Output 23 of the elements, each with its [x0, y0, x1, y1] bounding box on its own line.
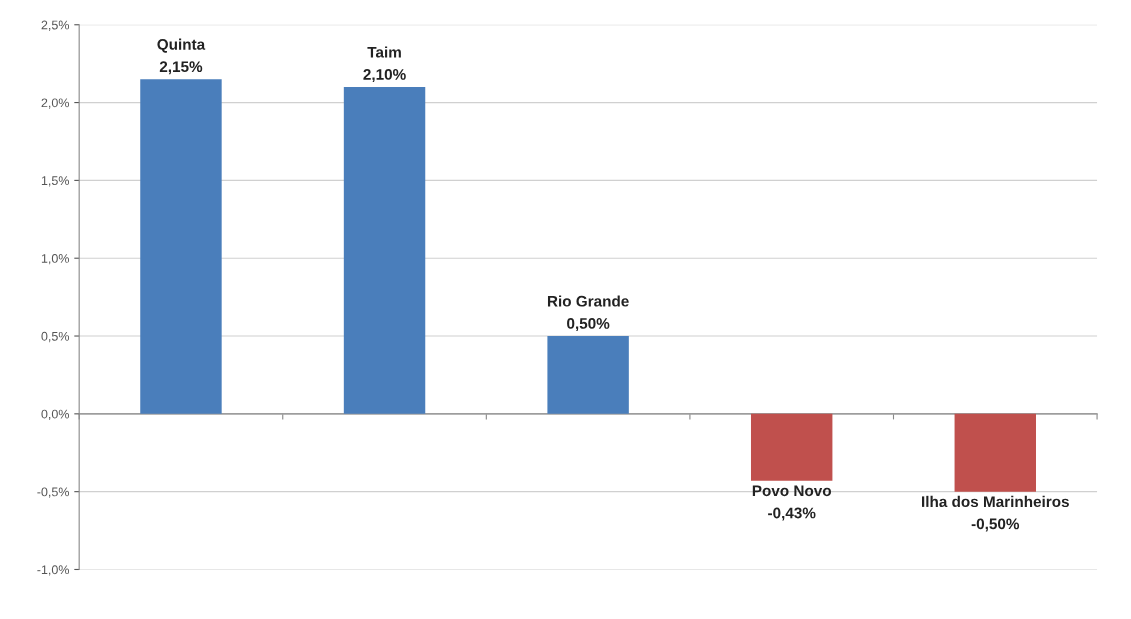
x-tick-label: Povo Novo [752, 485, 831, 497]
y-tick-label: -1,0% [37, 565, 69, 576]
x-tick-label: Rio Grande [547, 295, 629, 307]
bar [547, 336, 629, 414]
data-label: 2,10% [363, 69, 406, 83]
bar [343, 87, 426, 414]
y-tick-label: 1,0% [41, 254, 69, 265]
data-label: -0,50% [971, 518, 1020, 532]
y-tick-label: 0,5% [41, 331, 69, 343]
data-label: -0,43% [768, 507, 816, 521]
y-tick-label: 2,0% [41, 98, 69, 109]
data-label: 0,50% [567, 318, 610, 332]
bar [750, 413, 833, 481]
bar [140, 79, 222, 414]
x-tick-label: Taim [367, 46, 401, 58]
y-tick-label: 0,0% [41, 409, 69, 420]
x-tick-label: Quinta [157, 38, 206, 53]
data-label: 2,15% [159, 61, 203, 75]
y-tick-label: 2,5% [41, 20, 69, 31]
y-tick-label: -0,5% [37, 487, 69, 498]
x-tick-label: Ilha dos Marinheiros [922, 495, 1069, 508]
y-tick-label: 1,5% [41, 176, 69, 187]
bar [954, 413, 1036, 492]
